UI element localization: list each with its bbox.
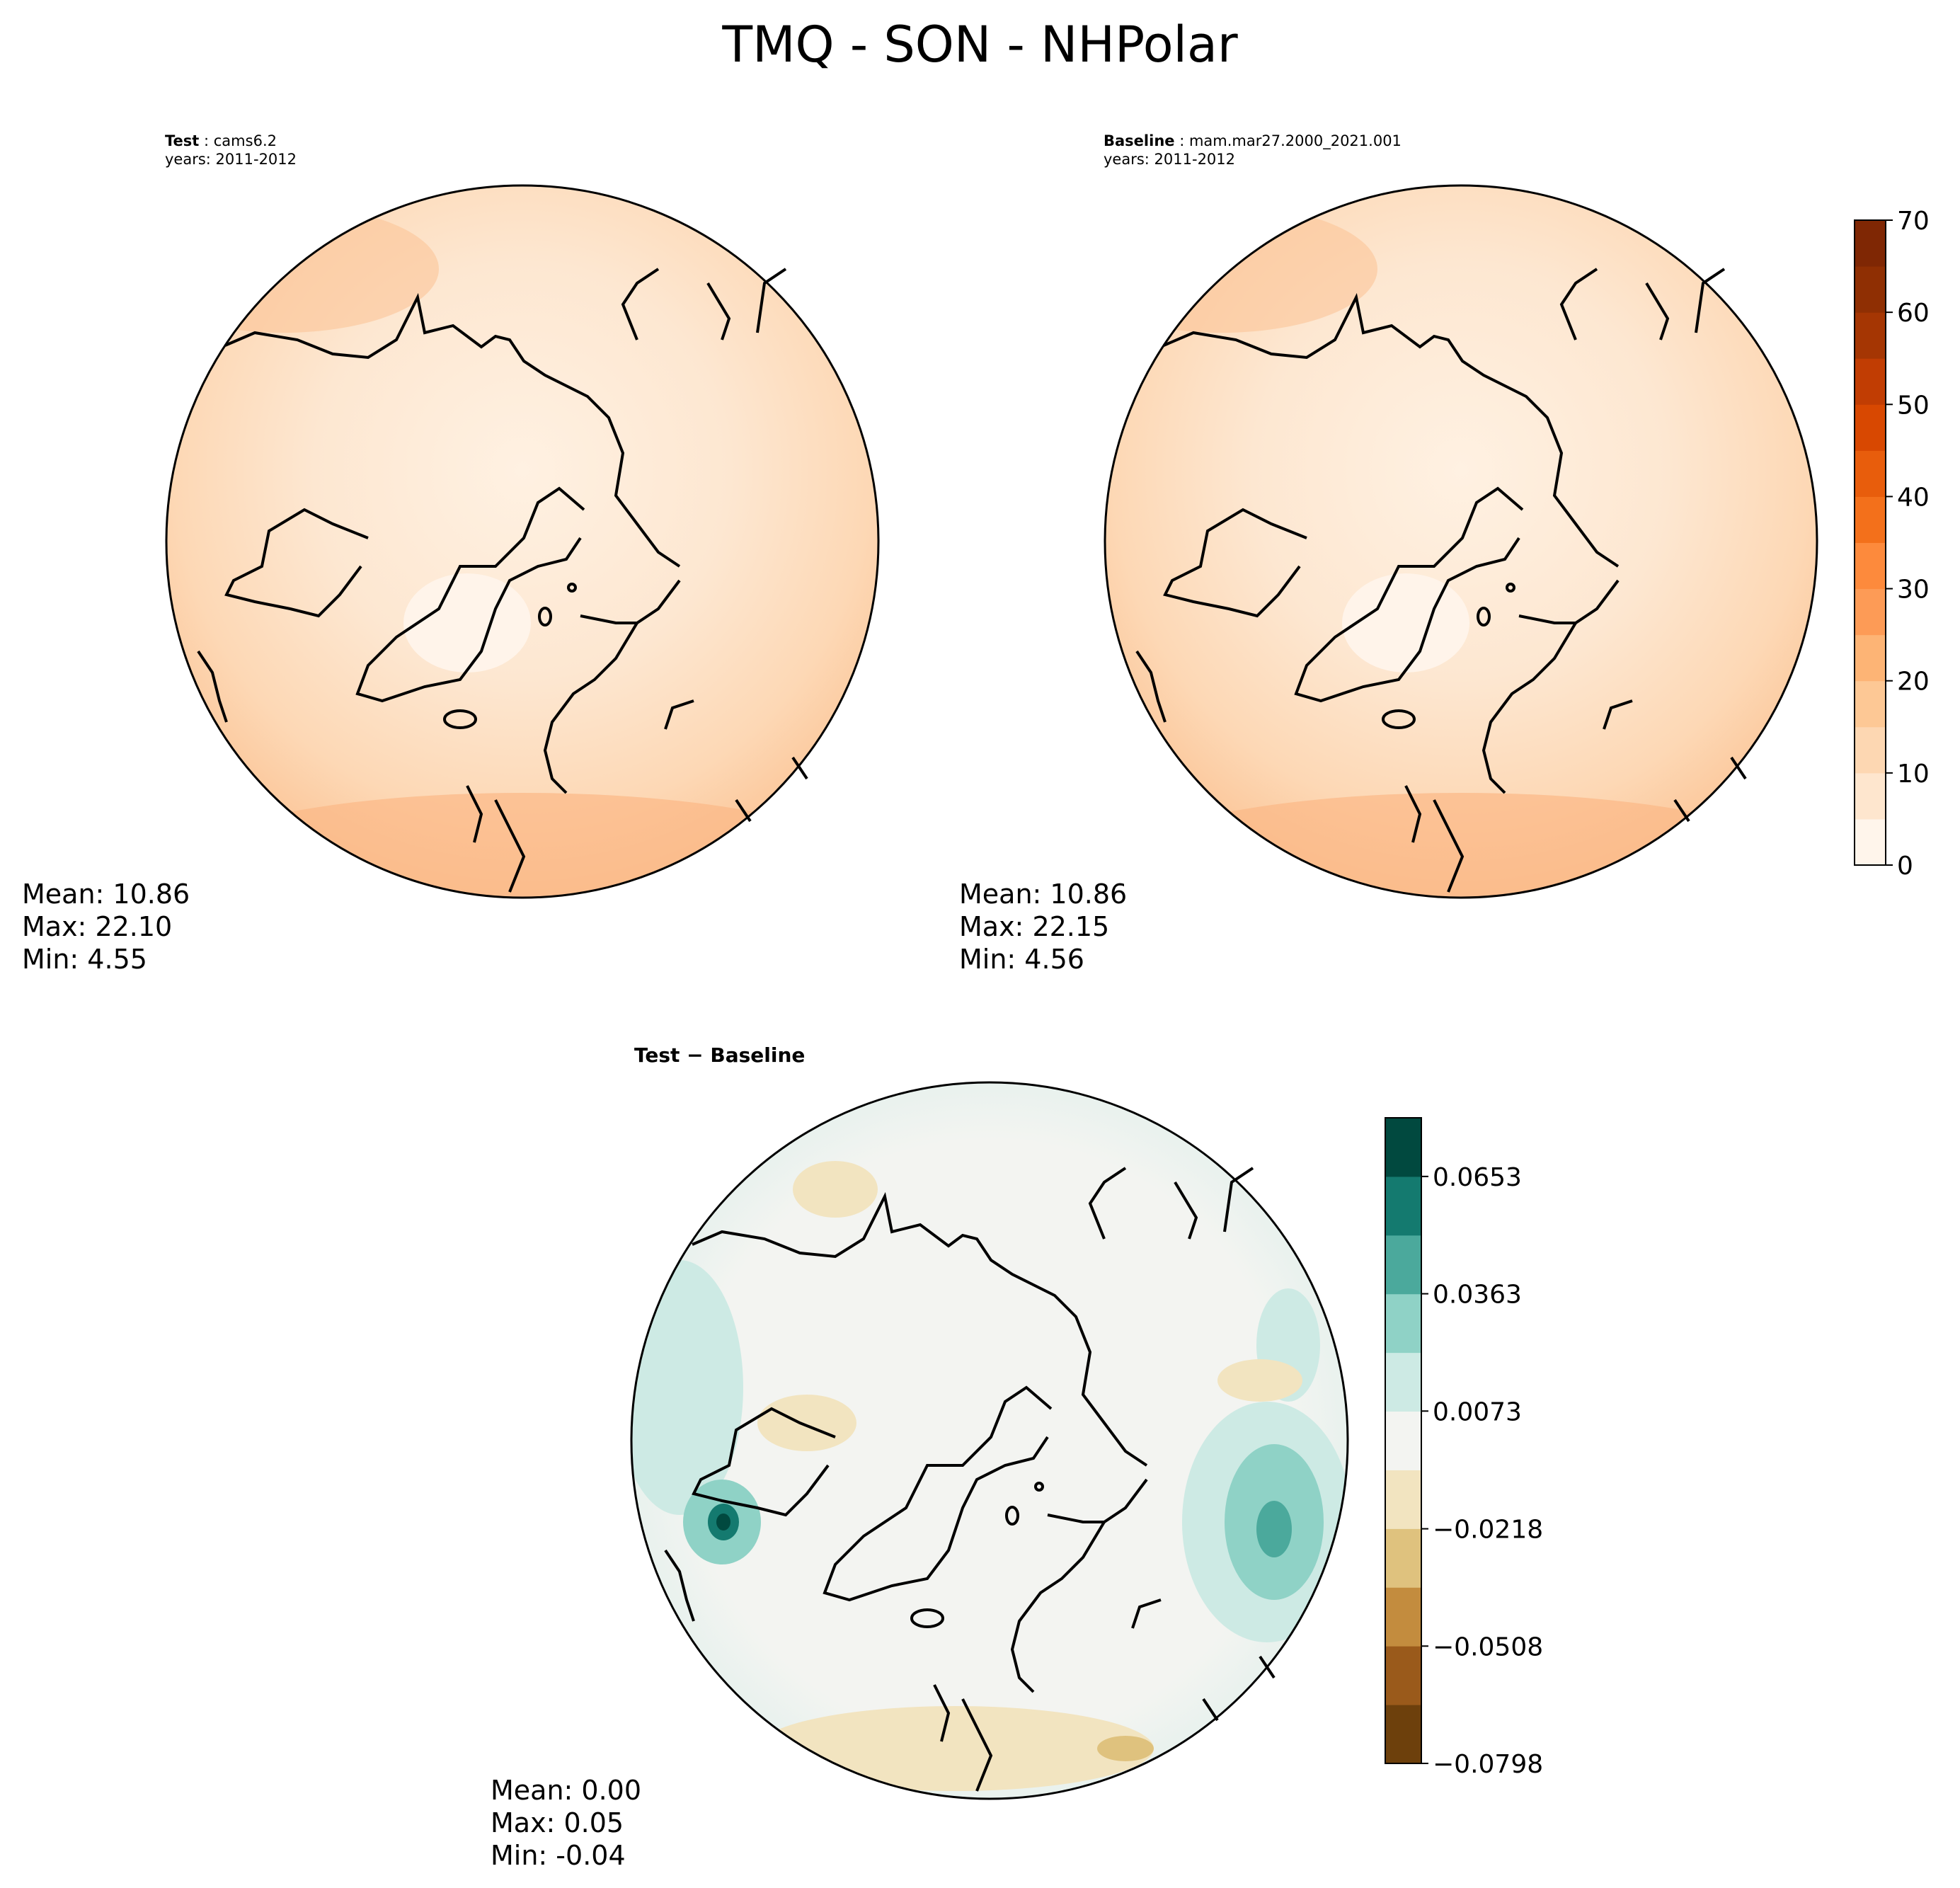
- difference-colorbar: 0.0653 0.0363 0.0073 −0.0218 −0.0508 −0.0798: [1385, 1117, 1543, 1779]
- colorbar-segment: [1385, 1118, 1421, 1177]
- baseline-panel-label: Baseline : mam.mar27.2000_2021.001 years…: [1104, 132, 1402, 168]
- colorbar-tick-label: 20: [1897, 668, 1930, 697]
- colorbar-segment: [1855, 266, 1886, 313]
- test-mean: Mean: 10.86: [22, 879, 190, 910]
- test-max: Max: 22.10: [22, 911, 173, 942]
- colorbar-segment: [1855, 404, 1886, 451]
- test-case-name: cams6.2: [213, 132, 277, 149]
- colorbar-segment: [1385, 1411, 1421, 1470]
- colorbar-tick-label: 10: [1897, 760, 1930, 789]
- colorbar-segment: [1855, 634, 1886, 682]
- test-map: [165, 184, 880, 899]
- colorbar-tick-label: −0.0508: [1433, 1632, 1543, 1661]
- difference-panel-title: Test − Baseline: [634, 1043, 806, 1067]
- colorbar-tick-label: 40: [1897, 483, 1930, 512]
- difference-mean: Mean: 0.00: [491, 1775, 642, 1806]
- figure-title: TMQ - SON - NHPolar: [722, 16, 1238, 74]
- colorbar-frame: [1385, 1117, 1422, 1764]
- colorbar-tick-label: −0.0218: [1433, 1516, 1543, 1545]
- colorbar-tick-label: 0.0653: [1433, 1163, 1522, 1192]
- colorbar-segment: [1385, 1293, 1421, 1354]
- test-stats: Mean: 10.86 Max: 22.10 Min: 4.55: [22, 878, 190, 976]
- colorbar-tick-label: 0.0363: [1433, 1281, 1522, 1310]
- coastlines: [197, 268, 808, 893]
- baseline-map: [1104, 184, 1818, 899]
- coastlines: [1135, 268, 1747, 893]
- test-years: years: 2011-2012: [165, 151, 297, 168]
- colorbar-segment: [1855, 220, 1886, 267]
- colorbar-segment: [1855, 496, 1886, 543]
- colorbar-segment: [1385, 1705, 1421, 1764]
- test-min: Min: 4.55: [22, 944, 147, 975]
- colorbar-segment: [1385, 1587, 1421, 1647]
- colorbar-segment: [1855, 450, 1886, 497]
- colorbar-segment: [1385, 1528, 1421, 1588]
- baseline-label-prefix: Baseline: [1104, 132, 1175, 149]
- baseline-colorbar: 0 10 20 30 40 50 60 70: [1854, 207, 1930, 881]
- colorbar-tick-label: 30: [1897, 576, 1930, 605]
- colorbar-segment: [1855, 818, 1886, 866]
- baseline-case-name: mam.mar27.2000_2021.001: [1188, 132, 1402, 149]
- colorbar-tick-label: 0: [1897, 852, 1913, 881]
- colorbar-tick-label: 60: [1897, 299, 1930, 328]
- colorbar-segment: [1385, 1646, 1421, 1705]
- colorbar-segment: [1855, 680, 1886, 728]
- colorbar-tick-label: 50: [1897, 391, 1930, 420]
- colorbar-tick-label: 70: [1897, 207, 1930, 236]
- test-label-prefix: Test: [165, 132, 200, 149]
- baseline-min: Min: 4.56: [959, 944, 1084, 975]
- colorbar-segment: [1385, 1352, 1421, 1412]
- test-panel-label: Test : cams6.2 years: 2011-2012: [165, 132, 297, 168]
- colorbar-segment: [1385, 1235, 1421, 1295]
- difference-max: Max: 0.05: [491, 1807, 624, 1838]
- baseline-mean: Mean: 10.86: [959, 879, 1128, 910]
- colorbar-segment: [1855, 726, 1886, 774]
- colorbar-frame: [1854, 219, 1886, 866]
- coastlines: [664, 1167, 1276, 1792]
- colorbar-tick-label: 0.0073: [1433, 1397, 1522, 1426]
- colorbar-segment: [1385, 1470, 1421, 1529]
- baseline-years: years: 2011-2012: [1104, 151, 1236, 168]
- colorbar-segment: [1855, 772, 1886, 820]
- difference-stats: Mean: 0.00 Max: 0.05 Min: -0.04: [491, 1774, 641, 1872]
- colorbar-segment: [1855, 358, 1886, 405]
- difference-map: [630, 1081, 1349, 1800]
- colorbar-segment: [1385, 1176, 1421, 1236]
- colorbar-segment: [1855, 588, 1886, 636]
- colorbar-segment: [1855, 542, 1886, 590]
- baseline-max: Max: 22.15: [959, 911, 1110, 942]
- baseline-stats: Mean: 10.86 Max: 22.15 Min: 4.56: [959, 878, 1127, 976]
- colorbar-tick-label: −0.0798: [1433, 1750, 1543, 1779]
- difference-min: Min: -0.04: [491, 1840, 626, 1871]
- colorbar-segment: [1855, 312, 1886, 359]
